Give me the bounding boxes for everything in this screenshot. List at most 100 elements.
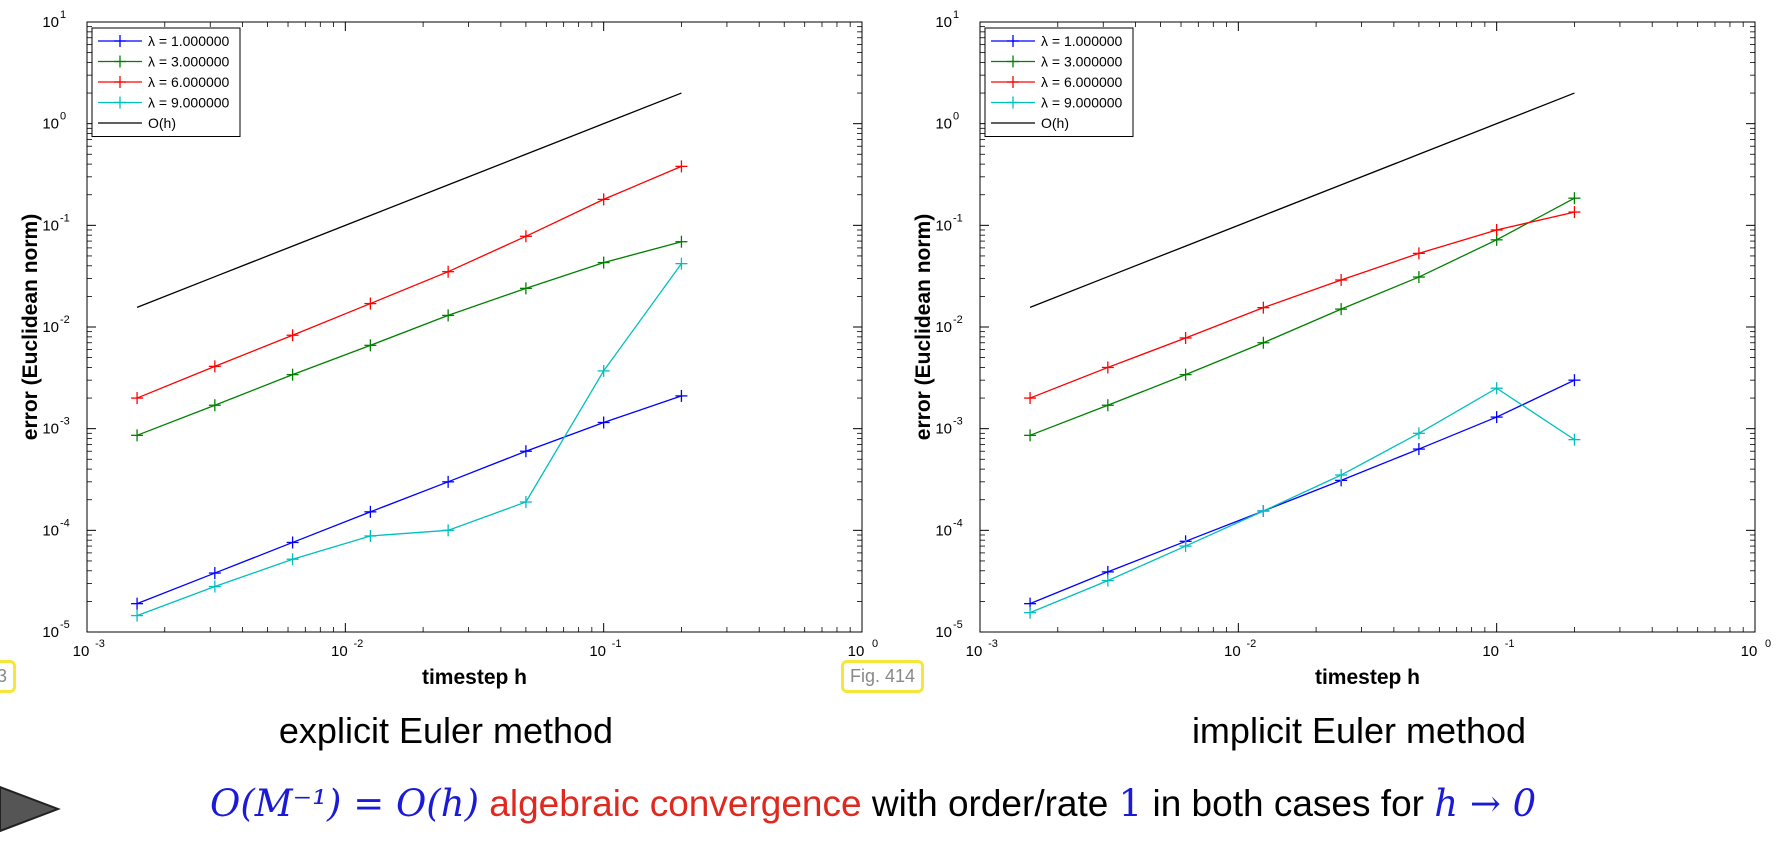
y-tick-exponent: -1 [60, 212, 70, 224]
data-point-marker [286, 536, 299, 549]
series-line-2 [1029, 197, 1575, 436]
y-tick-label: 10 [935, 14, 952, 31]
data-point-marker [1335, 469, 1348, 482]
data-point-marker [364, 297, 377, 310]
y-tick-exponent: -4 [953, 517, 963, 529]
data-point-marker [1179, 331, 1192, 344]
x-tick-label: 10 [1224, 643, 1241, 660]
y-tick-label: 10 [935, 116, 952, 133]
data-point-marker [597, 256, 610, 269]
x-tick-label: 10 [73, 643, 90, 660]
data-point-marker [1568, 192, 1581, 205]
algebraic-convergence-highlight: algebraic convergence [489, 783, 862, 824]
legend-entry-label: λ = 3.000000 [1041, 54, 1123, 70]
y-tick-exponent: -1 [953, 212, 963, 224]
data-point-marker [1101, 399, 1114, 412]
data-point-marker [519, 495, 532, 508]
legend-entry-label: O(h) [1041, 115, 1069, 131]
y-tick-exponent: 1 [953, 9, 959, 21]
data-point-marker [208, 567, 221, 580]
y-tick-label: 10 [42, 217, 59, 234]
y-axis-label: error (Euclidean norm) [912, 214, 935, 440]
series-line-4 [1029, 387, 1575, 614]
legend-entry-label: λ = 1.000000 [148, 33, 230, 49]
data-point-marker [1101, 574, 1114, 587]
legend: λ = 1.000000 λ = 3.000000 λ = 6.000000 λ = … [984, 27, 1134, 137]
x-tick-exponent: -3 [95, 638, 105, 650]
y-tick-label: 10 [935, 522, 952, 539]
data-point-marker [1412, 427, 1425, 440]
y-tick-label: 10 [42, 319, 59, 336]
rate-value: 1 [1118, 782, 1143, 825]
data-point-marker [442, 524, 455, 537]
x-tick-exponent: -1 [1505, 638, 1515, 650]
fig-tag-left-partial: 3 [0, 660, 17, 693]
data-point-marker [208, 580, 221, 593]
data-point-marker [675, 389, 688, 402]
x-tick-exponent: -2 [353, 638, 363, 650]
y-axis-label: error (Euclidean norm) [19, 214, 42, 440]
data-point-marker [519, 230, 532, 243]
data-point-marker [131, 609, 144, 622]
series-line-4 [136, 263, 682, 617]
data-point-marker [1412, 271, 1425, 284]
data-point-marker [1490, 411, 1503, 424]
math-order-expression: O(M⁻¹) = O(h) [210, 782, 480, 825]
data-point-marker [597, 193, 610, 206]
x-tick-label: 10 [1741, 643, 1758, 660]
x-axis-label: timestep h [1315, 666, 1420, 689]
y-tick-exponent: -3 [60, 416, 70, 428]
order-rate-text: with order/rate [871, 783, 1109, 824]
explicit-euler-chart: 10 -3 10 -2 10 -1 10 010 -510 -410 -310 -210 -110 010… [19, 9, 878, 689]
implicit-euler-chart: 10 -3 10 -2 10 -1 10 010 -510 -410 -310 -210 -110 010… [912, 9, 1771, 689]
x-axis-label: timestep h [422, 666, 527, 689]
data-point-marker [1568, 206, 1581, 219]
data-point-marker [1101, 361, 1114, 374]
x-tick-label: 10 [848, 643, 865, 660]
y-tick-exponent: -5 [953, 619, 963, 631]
caption-implicit-euler: implicit Euler method [1191, 710, 1527, 751]
y-tick-exponent: -4 [60, 517, 70, 529]
series-line-3 [1029, 211, 1575, 399]
data-point-marker [131, 597, 144, 610]
data-point-marker [1024, 606, 1037, 619]
legend-entry-label: λ = 3.000000 [148, 54, 230, 70]
data-point-marker [442, 475, 455, 488]
data-point-marker [1179, 368, 1192, 381]
data-point-marker [1179, 540, 1192, 553]
arrow-pointer-icon [0, 785, 61, 833]
data-point-marker [1257, 301, 1270, 314]
data-point-marker [519, 445, 532, 458]
legend-entry-label: λ = 9.000000 [148, 95, 230, 111]
data-point-marker [675, 257, 688, 270]
data-point-marker [364, 529, 377, 542]
y-tick-label: 10 [42, 624, 59, 641]
x-tick-exponent: -3 [988, 638, 998, 650]
series-line-5 [1029, 92, 1575, 308]
data-point-marker [208, 399, 221, 412]
y-tick-exponent: -3 [953, 416, 963, 428]
y-tick-label: 10 [935, 421, 952, 438]
fig-tag-right: Fig. 414 [841, 660, 925, 693]
legend-entry-label: λ = 1.000000 [1041, 33, 1123, 49]
data-point-marker [286, 329, 299, 342]
x-tick-exponent: -1 [612, 638, 622, 650]
x-tick-label: 10 [331, 643, 348, 660]
y-tick-exponent: 0 [953, 111, 959, 123]
data-point-marker [675, 235, 688, 248]
legend-entry-label: λ = 6.000000 [1041, 74, 1123, 90]
y-tick-label: 10 [42, 14, 59, 31]
minor-ticks [87, 22, 862, 632]
both-cases-text: in both cases for [1152, 783, 1424, 824]
legend-entry-label: λ = 9.000000 [1041, 95, 1123, 111]
series-line-1 [136, 395, 682, 605]
x-tick-label: 10 [1482, 643, 1499, 660]
x-tick-label: 10 [966, 643, 983, 660]
data-point-marker [1024, 429, 1037, 442]
data-point-marker [597, 416, 610, 429]
legend-entry-label: λ = 6.000000 [148, 74, 230, 90]
y-tick-exponent: -5 [60, 619, 70, 631]
y-tick-exponent: 0 [60, 111, 66, 123]
data-point-marker [286, 368, 299, 381]
data-point-marker [1412, 443, 1425, 456]
